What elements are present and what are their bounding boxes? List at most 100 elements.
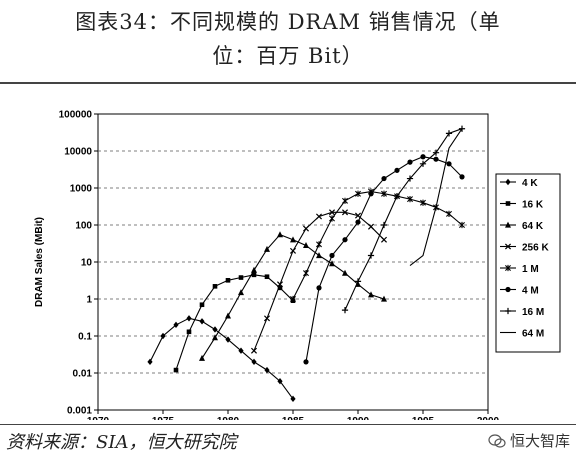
x-tick-label: 1975 xyxy=(152,416,175,420)
data-point xyxy=(173,321,179,329)
data-point xyxy=(277,378,283,385)
data-point xyxy=(263,315,271,322)
data-point xyxy=(173,367,179,373)
data-point xyxy=(446,210,452,217)
legend-item: 16 K xyxy=(500,200,544,211)
series-line xyxy=(149,317,294,400)
data-point xyxy=(251,266,257,273)
data-point xyxy=(303,270,309,277)
data-point xyxy=(264,274,270,280)
data-point xyxy=(355,219,361,225)
data-point xyxy=(341,209,349,216)
dram-sales-chart: 0.001 0.01 0.1 1 10 100 1000 10000 100000 1970 197… xyxy=(34,110,561,421)
series-64m xyxy=(409,128,463,267)
data-point xyxy=(315,213,323,220)
data-point xyxy=(225,312,231,319)
legend-swatch-marker xyxy=(505,201,511,206)
legend-label: 4 M xyxy=(522,286,539,297)
watermark: 恒大智库 xyxy=(488,430,570,451)
chart-title-line-1: 图表34：不同规模的 DRAM 销售情况（单 xyxy=(75,10,501,34)
data-point xyxy=(290,236,296,243)
data-point xyxy=(341,307,349,314)
data-point xyxy=(329,215,335,222)
y-tick-label: 1 xyxy=(86,295,92,306)
data-point xyxy=(342,237,348,243)
data-point xyxy=(380,221,388,229)
data-point xyxy=(419,160,427,167)
legend-swatch-marker xyxy=(504,243,512,250)
data-point xyxy=(303,359,309,365)
data-point xyxy=(393,193,401,200)
data-point xyxy=(277,231,283,238)
data-point xyxy=(289,247,297,254)
series-256k xyxy=(250,209,388,354)
series-4m xyxy=(303,154,465,365)
y-tick-label: 0.01 xyxy=(73,369,93,380)
data-point xyxy=(199,354,205,361)
data-point xyxy=(212,334,218,341)
y-tick-label: 10000 xyxy=(64,147,92,158)
data-point xyxy=(199,318,205,325)
series-layer xyxy=(147,125,466,403)
data-point xyxy=(329,260,335,267)
data-point xyxy=(199,302,205,308)
data-point xyxy=(147,358,153,366)
series-line xyxy=(409,128,463,267)
data-point xyxy=(432,149,440,156)
series-64k xyxy=(199,231,387,361)
data-point xyxy=(238,347,244,354)
data-point xyxy=(212,326,218,333)
series-16m xyxy=(341,125,466,314)
y-axis-label: DRAM Sales (MBit) xyxy=(34,217,45,307)
data-point xyxy=(459,174,465,180)
data-point xyxy=(406,175,414,182)
data-point xyxy=(368,191,374,197)
data-point xyxy=(238,289,244,296)
data-point xyxy=(225,336,231,343)
chart-title-line-2: 位：百万 Bit） xyxy=(212,44,364,68)
legend-swatch-marker xyxy=(505,286,511,293)
legend-label: 64 M xyxy=(522,329,544,340)
data-point xyxy=(380,236,388,243)
watermark-text: 恒大智库 xyxy=(509,432,570,450)
data-point xyxy=(407,196,413,203)
axes: 0.001 0.01 0.1 1 10 100 1000 10000 100000 1970 197… xyxy=(59,110,500,421)
legend-label: 4 K xyxy=(522,178,538,189)
data-point xyxy=(381,190,387,197)
data-point xyxy=(342,197,348,204)
data-point xyxy=(407,159,413,165)
data-point xyxy=(367,223,375,230)
data-point xyxy=(446,161,452,167)
data-point xyxy=(355,190,361,197)
data-point xyxy=(368,291,374,298)
data-point xyxy=(290,395,296,403)
legend-item: 16 M xyxy=(500,307,544,318)
data-point xyxy=(381,295,387,302)
data-point xyxy=(302,225,310,232)
legend-label: 64 K xyxy=(522,221,544,232)
data-point xyxy=(250,347,258,354)
legend-swatch-marker xyxy=(505,264,511,272)
data-point xyxy=(354,278,362,285)
data-point xyxy=(212,284,218,289)
data-point xyxy=(445,130,453,137)
legend-item: 4 M xyxy=(500,286,539,297)
legend-item: 1 M xyxy=(500,264,539,275)
y-tick-label: 100 xyxy=(75,221,92,232)
data-point xyxy=(225,278,231,283)
bottom-divider xyxy=(0,424,576,425)
data-point xyxy=(420,154,426,160)
legend-swatch-marker xyxy=(504,307,512,315)
data-point xyxy=(433,156,439,162)
data-point xyxy=(329,252,335,259)
legend-item: 4 K xyxy=(500,178,538,189)
data-point xyxy=(160,332,166,340)
series-4k xyxy=(147,315,296,403)
legend: 4 K 16 K 64 K 256 K 1 M 4 M 16 M 64 M xyxy=(495,173,561,353)
source-note: 资料来源：SIA，恒大研究院 xyxy=(6,432,237,453)
series-line xyxy=(344,128,463,311)
data-point xyxy=(186,315,192,322)
legend-label: 256 K xyxy=(522,243,549,254)
legend-label: 16 M xyxy=(522,307,544,318)
legend-item: 256 K xyxy=(500,243,549,254)
